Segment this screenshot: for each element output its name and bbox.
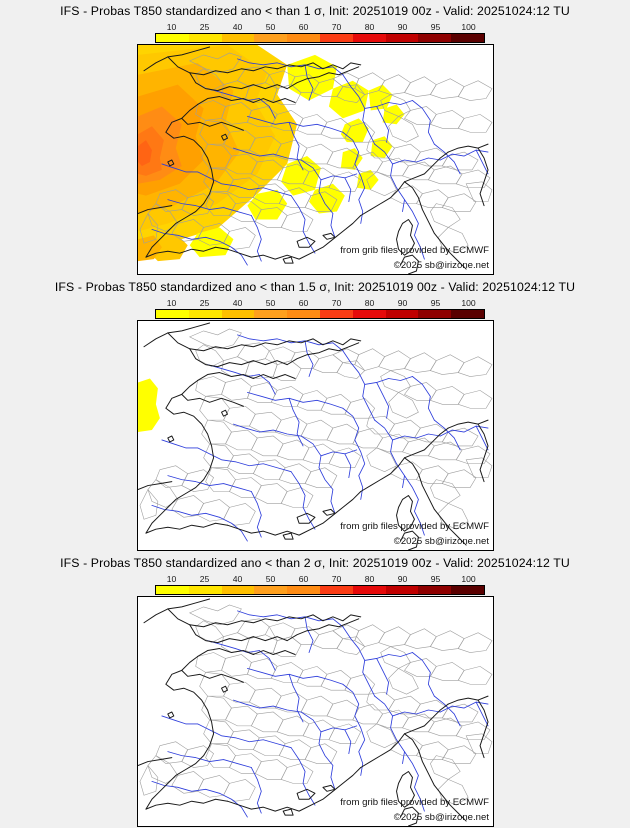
colorbar-tick-25: 25 [199, 22, 210, 32]
colorbar-tick-80: 80 [364, 22, 375, 32]
colorbar-tick-100: 100 [461, 298, 476, 308]
colorbar-swatch-80 [352, 310, 386, 318]
colorbar-tick-95: 95 [430, 298, 441, 308]
colorbar-ticks: 10 25 40 50 60 70 80 90 95 100 [155, 298, 485, 309]
map-canvas-15sigma[interactable]: from grib files provided by ECMWF ©2025 … [137, 320, 494, 551]
colorbar-swatch-40 [221, 586, 255, 594]
panel-title: IFS - Probas T850 standardized ano < tha… [54, 280, 576, 294]
colorbar-swatches [155, 309, 485, 319]
panel-title: IFS - Probas T850 standardized ano < tha… [60, 556, 570, 570]
colorbar-swatch-40 [221, 310, 255, 318]
colorbar-tick-70: 70 [331, 22, 342, 32]
panel-title: IFS - Probas T850 standardized ano < tha… [60, 4, 570, 18]
colorbar-tick-80: 80 [364, 298, 375, 308]
colorbar-swatches [155, 585, 485, 595]
colorbar-tick-95: 95 [430, 574, 441, 584]
colorbar-swatch-70 [319, 34, 353, 42]
colorbar-tick-50: 50 [265, 298, 276, 308]
colorbar-swatch-50 [254, 34, 288, 42]
colorbar-swatch-70 [319, 586, 353, 594]
colorbar-swatch-90 [385, 586, 419, 594]
map-attribution: from grib files provided by ECMWF [340, 521, 489, 532]
colorbar-swatch-25 [188, 34, 222, 42]
map-attribution: from grib files provided by ECMWF [340, 797, 489, 808]
colorbar-tick-40: 40 [232, 298, 243, 308]
map-copyright: ©2025 sb@irizone.net [393, 536, 489, 547]
colorbar-swatch-40 [221, 34, 255, 42]
colorbar-tick-60: 60 [298, 574, 309, 584]
colorbar-tick-100: 100 [461, 574, 476, 584]
colorbar-swatch-10 [156, 310, 189, 318]
colorbar-swatch-95 [418, 34, 452, 42]
forecast-panel-15sigma: IFS - Probas T850 standardized ano < tha… [0, 276, 630, 552]
colorbar-2sigma: 10 25 40 50 60 70 80 90 95 100 [155, 574, 485, 596]
colorbar-tick-25: 25 [199, 574, 210, 584]
colorbar-swatch-50 [254, 586, 288, 594]
colorbar-tick-60: 60 [298, 22, 309, 32]
colorbar-tick-90: 90 [397, 22, 408, 32]
colorbar-tick-10: 10 [166, 22, 177, 32]
colorbar-tick-25: 25 [199, 298, 210, 308]
colorbar-swatch-95 [418, 586, 452, 594]
forecast-panel-2sigma: IFS - Probas T850 standardized ano < tha… [0, 552, 630, 828]
map-canvas-2sigma[interactable]: from grib files provided by ECMWF ©2025 … [137, 596, 494, 827]
colorbar-tick-50: 50 [265, 22, 276, 32]
colorbar-tick-50: 50 [265, 574, 276, 584]
map-canvas-1sigma[interactable]: from grib files provided by ECMWF ©2025 … [137, 44, 494, 275]
colorbar-swatch-60 [287, 34, 320, 42]
colorbar-tick-70: 70 [331, 298, 342, 308]
colorbar-swatch-100 [451, 310, 484, 318]
colorbar-swatch-50 [254, 310, 288, 318]
colorbar-swatches [155, 33, 485, 43]
map-copyright: ©2025 sb@irizone.net [393, 812, 489, 823]
map-copyright: ©2025 sb@irizone.net [393, 260, 489, 271]
colorbar-ticks: 10 25 40 50 60 70 80 90 95 100 [155, 22, 485, 33]
colorbar-swatch-25 [188, 586, 222, 594]
colorbar-15sigma: 10 25 40 50 60 70 80 90 95 100 [155, 298, 485, 320]
colorbar-tick-10: 10 [166, 574, 177, 584]
colorbar-tick-70: 70 [331, 574, 342, 584]
colorbar-swatch-70 [319, 310, 353, 318]
colorbar-swatch-80 [352, 34, 386, 42]
colorbar-1sigma: 10 25 40 50 60 70 80 90 95 100 [155, 22, 485, 44]
colorbar-tick-40: 40 [232, 22, 243, 32]
probability-shading [138, 45, 405, 262]
colorbar-swatch-100 [451, 34, 484, 42]
colorbar-ticks: 10 25 40 50 60 70 80 90 95 100 [155, 574, 485, 585]
colorbar-swatch-10 [156, 34, 189, 42]
colorbar-tick-90: 90 [397, 574, 408, 584]
colorbar-swatch-90 [385, 310, 419, 318]
map-svg [138, 45, 493, 274]
colorbar-swatch-80 [352, 586, 386, 594]
forecast-panel-1sigma: IFS - Probas T850 standardized ano < tha… [0, 0, 630, 276]
colorbar-swatch-60 [287, 586, 320, 594]
colorbar-swatch-60 [287, 310, 320, 318]
colorbar-tick-90: 90 [397, 298, 408, 308]
colorbar-swatch-25 [188, 310, 222, 318]
colorbar-tick-10: 10 [166, 298, 177, 308]
map-attribution: from grib files provided by ECMWF [340, 245, 489, 256]
colorbar-swatch-10 [156, 586, 189, 594]
colorbar-tick-100: 100 [461, 22, 476, 32]
map-svg [138, 598, 493, 826]
colorbar-swatch-95 [418, 310, 452, 318]
colorbar-tick-40: 40 [232, 574, 243, 584]
colorbar-tick-60: 60 [298, 298, 309, 308]
colorbar-swatch-100 [451, 586, 484, 594]
colorbar-tick-80: 80 [364, 574, 375, 584]
colorbar-swatch-90 [385, 34, 419, 42]
map-svg [138, 322, 493, 550]
probability-shading [138, 378, 160, 433]
colorbar-tick-95: 95 [430, 22, 441, 32]
